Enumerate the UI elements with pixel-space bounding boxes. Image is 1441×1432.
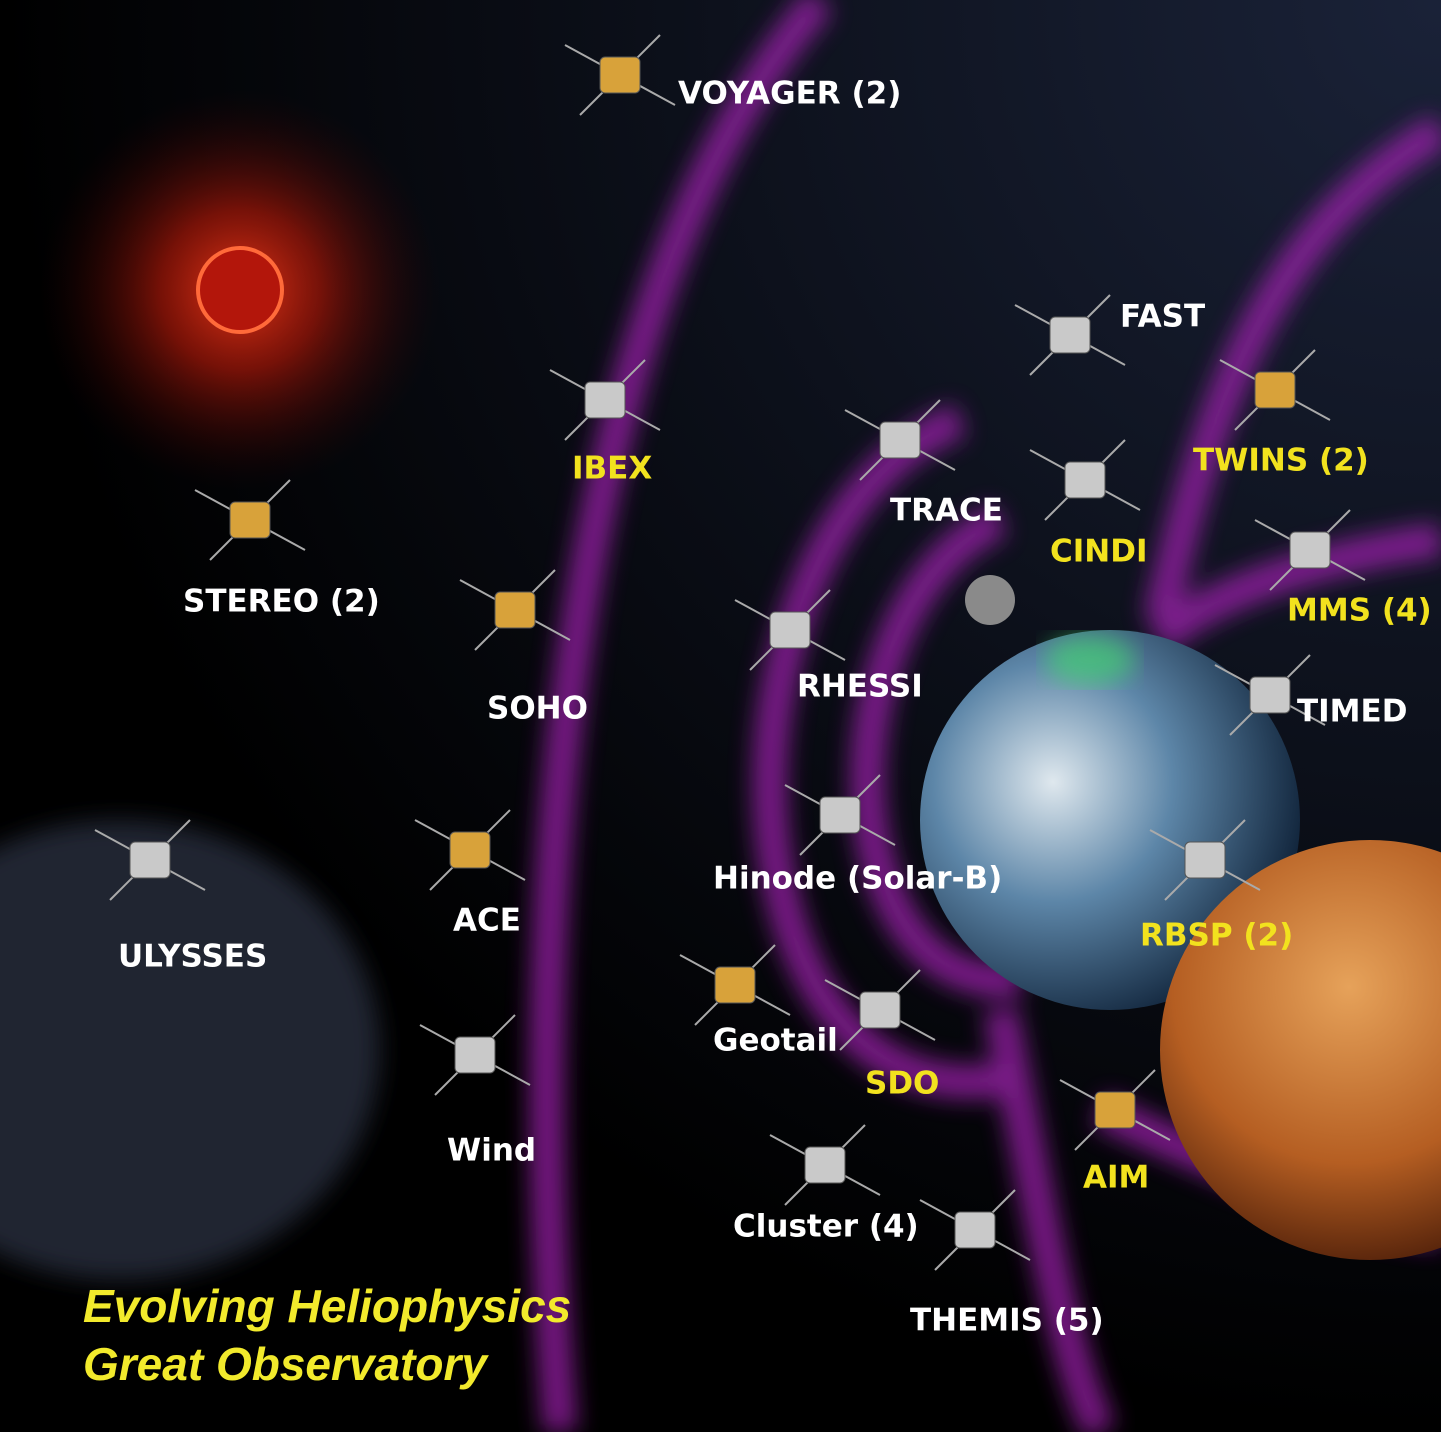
moon	[965, 575, 1015, 625]
spacecraft-body	[1065, 462, 1105, 498]
spacecraft-body	[1290, 532, 1330, 568]
mission-label: RHESSI	[797, 669, 923, 705]
aurora	[1045, 635, 1135, 685]
spacecraft-body	[600, 57, 640, 93]
spacecraft-body	[1250, 677, 1290, 713]
spacecraft-body	[455, 1037, 495, 1073]
spacecraft-body	[880, 422, 920, 458]
mission-label: CINDI	[1050, 534, 1148, 570]
mission-label: THEMIS (5)	[910, 1303, 1104, 1339]
mission-label: RBSP (2)	[1140, 918, 1293, 954]
poster: VOYAGER (2) FAST IBEX TWINS (2) TRACE CINDI ST…	[0, 0, 1441, 1432]
mission-label: Cluster (4)	[733, 1209, 919, 1245]
mission-label: SOHO	[487, 691, 588, 727]
mission-label: IBEX	[572, 451, 652, 487]
spacecraft-body	[130, 842, 170, 878]
spacecraft-body	[1050, 317, 1090, 353]
mission-label: ULYSSES	[118, 939, 267, 975]
spacecraft-body	[955, 1212, 995, 1248]
title-line: Great Observatory	[83, 1338, 489, 1390]
spacecraft-body	[495, 592, 535, 628]
spacecraft-body	[860, 992, 900, 1028]
mission-label: FAST	[1120, 299, 1205, 335]
mission-label: MMS (4)	[1287, 593, 1432, 629]
title-line: Evolving Heliophysics	[83, 1280, 571, 1332]
spacecraft-body	[770, 612, 810, 648]
mission-label: AIM	[1083, 1160, 1149, 1196]
mission-label: SDO	[865, 1066, 939, 1102]
mission-label: TRACE	[890, 493, 1003, 529]
spacecraft-body	[820, 797, 860, 833]
mission-label: Hinode (Solar-B)	[713, 861, 1002, 897]
mission-label: VOYAGER (2)	[678, 76, 901, 112]
sun	[198, 248, 282, 332]
spacecraft-body	[1185, 842, 1225, 878]
spacecraft-body	[805, 1147, 845, 1183]
spacecraft-body	[715, 967, 755, 1003]
spacecraft-body	[1095, 1092, 1135, 1128]
spacecraft-body	[585, 382, 625, 418]
mission-label: Wind	[447, 1133, 536, 1169]
spacecraft-body	[1255, 372, 1295, 408]
mission-label: STEREO (2)	[183, 584, 380, 620]
mission-label: ACE	[453, 903, 521, 939]
spacecraft-body	[450, 832, 490, 868]
mission-label: Geotail	[713, 1023, 838, 1059]
mission-label: TIMED	[1297, 694, 1407, 730]
mission-label: TWINS (2)	[1193, 443, 1369, 479]
spacecraft-body	[230, 502, 270, 538]
